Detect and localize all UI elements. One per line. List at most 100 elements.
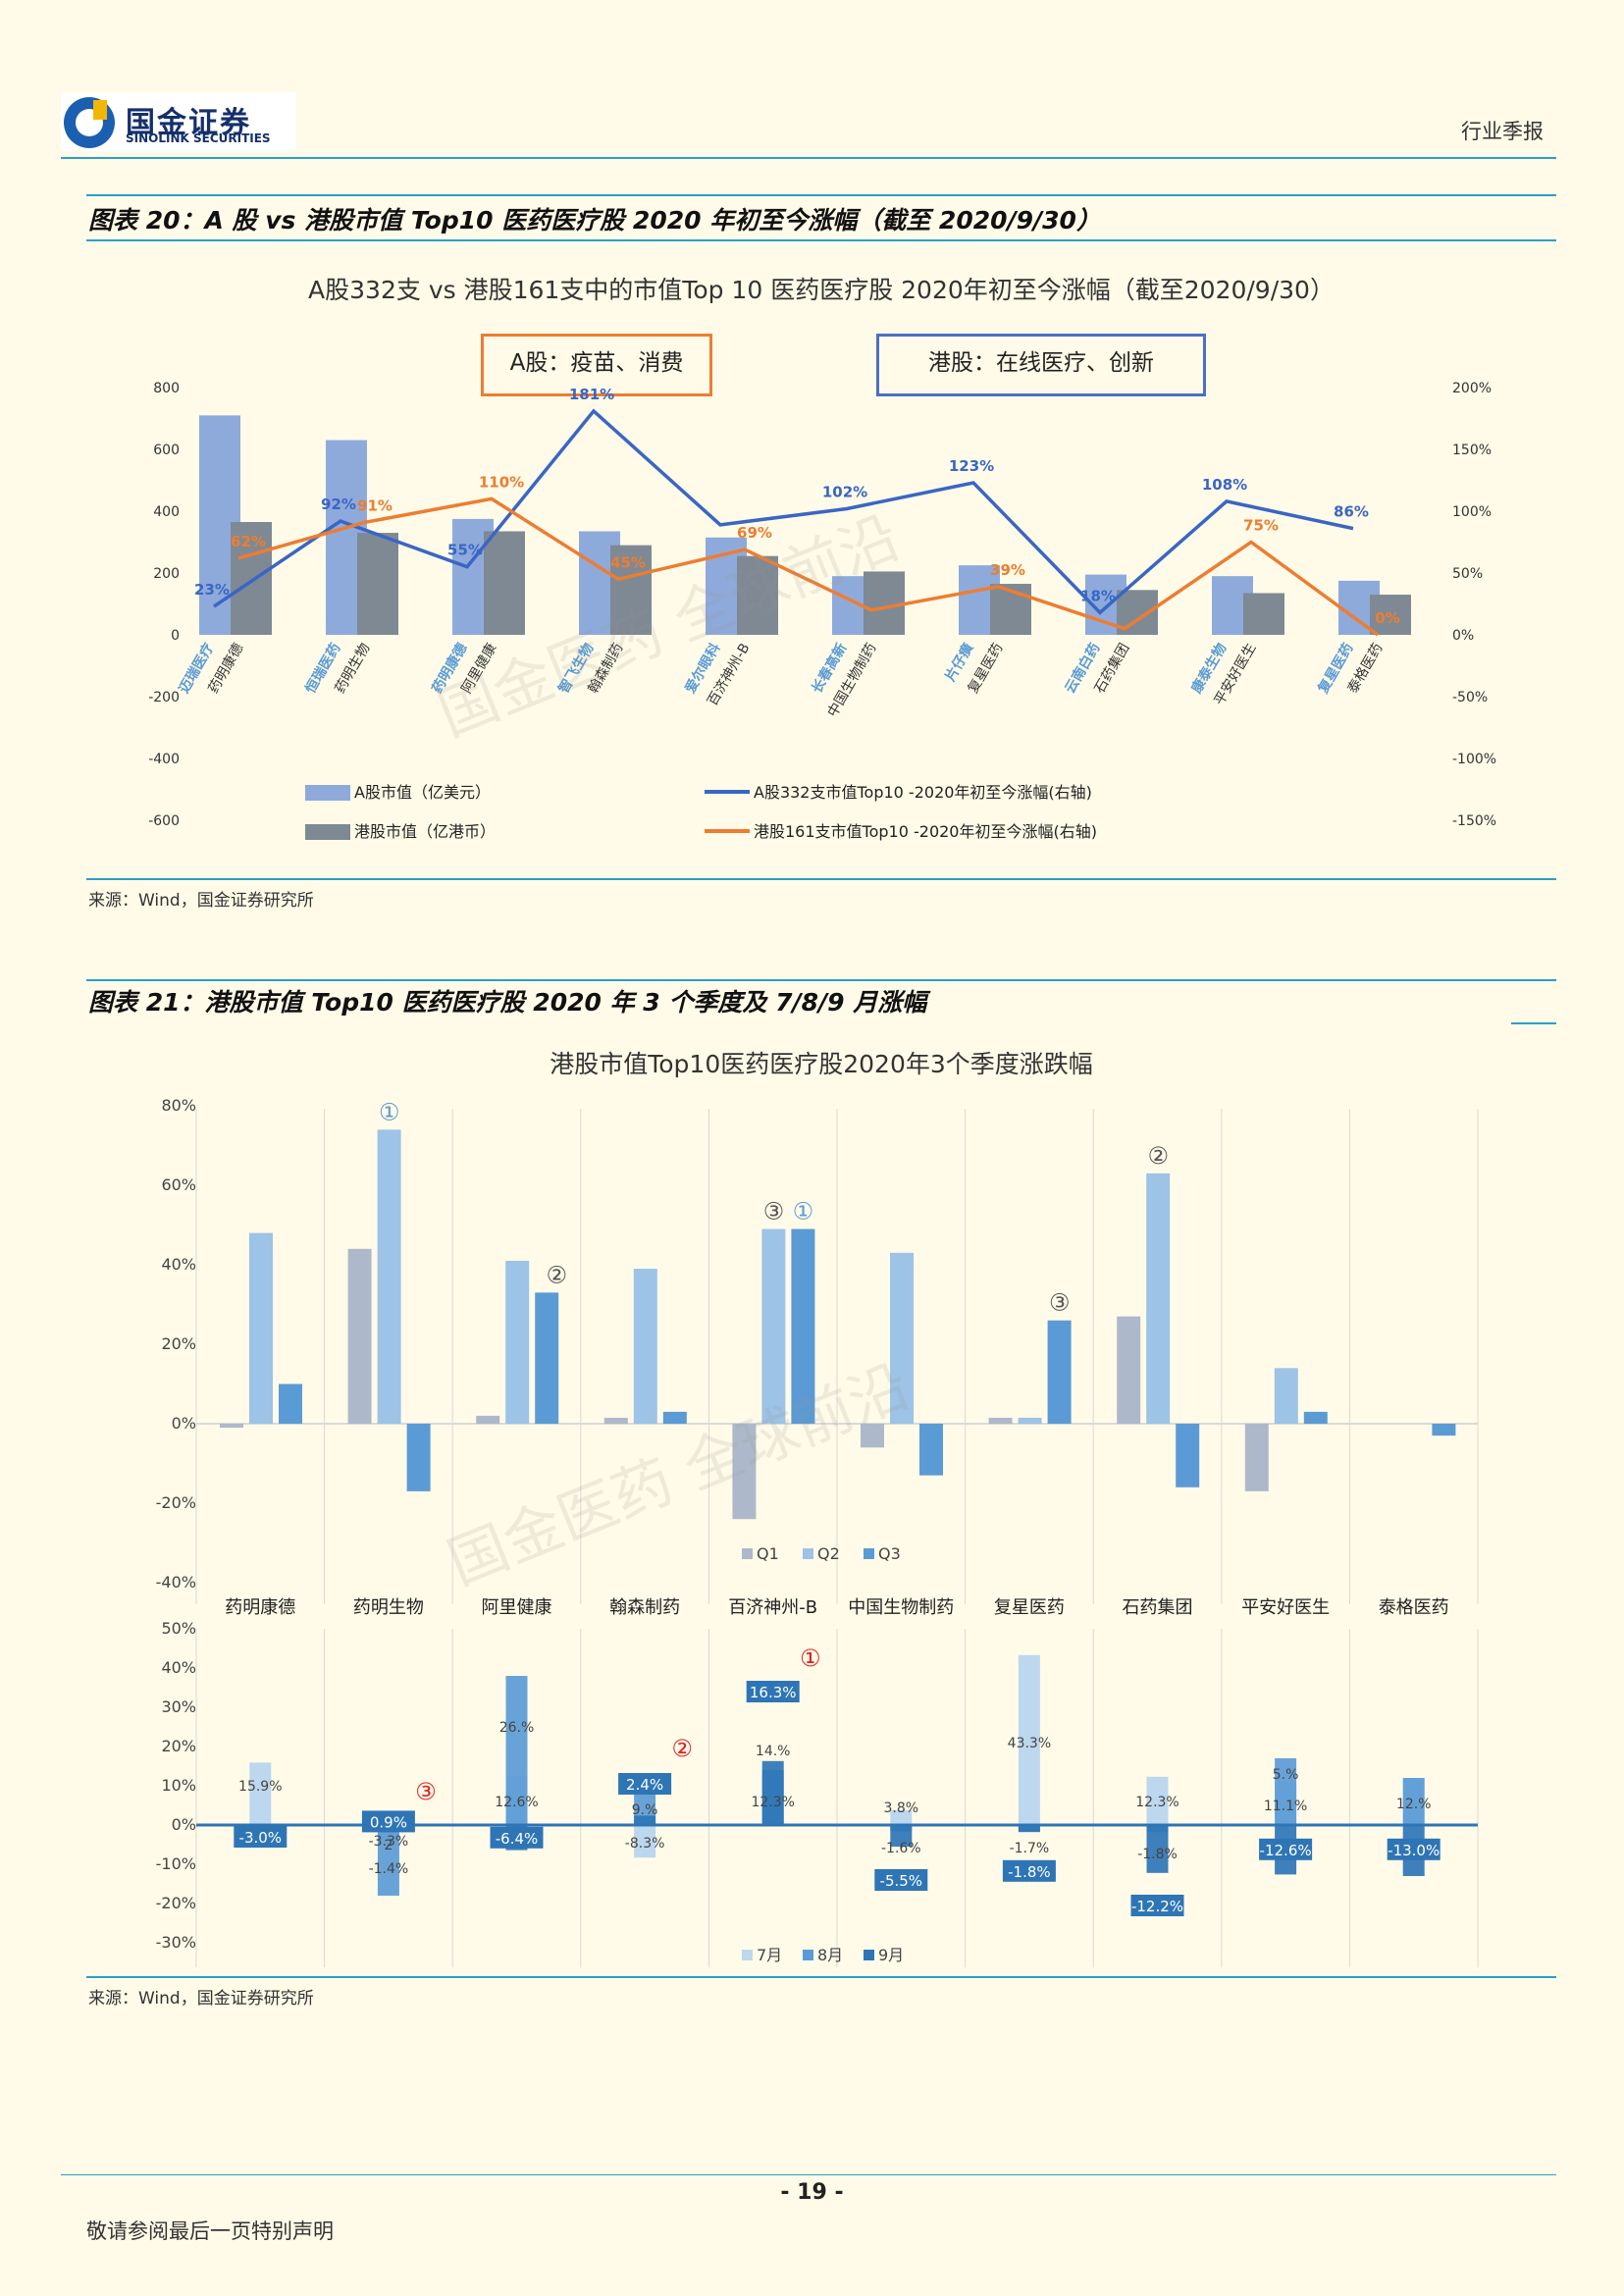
legend-swatch	[803, 1548, 813, 1559]
month-bar-9月	[1018, 1825, 1040, 1833]
value-label: 12.3%	[1135, 1795, 1179, 1810]
legend-swatch	[864, 1950, 874, 1960]
y-left-tick: 400	[153, 504, 180, 520]
value-label-box	[746, 1681, 800, 1702]
chart1-plot: 800 600 400 200 0 -200 -400 -600 200% 150% 100% 50%…	[148, 381, 1496, 841]
hk-bar	[864, 571, 905, 635]
quarter-bar-Q3	[919, 1424, 943, 1476]
value-label: -1.8%	[1008, 1863, 1051, 1881]
value-label: 3.8%	[884, 1800, 919, 1816]
y-tick: -10%	[156, 1854, 196, 1873]
hk-bar	[357, 533, 398, 635]
a-share-ytd-label: 181%	[569, 386, 614, 403]
hk-ytd-label: 62%	[231, 533, 266, 550]
month-bar-7月	[634, 1825, 656, 1858]
legend-label: 8月	[817, 1946, 843, 1964]
a-share-ytd-label: 102%	[822, 483, 867, 500]
a-share-ytd-label: 86%	[1334, 503, 1369, 521]
highlight-marker: ③	[1049, 1289, 1071, 1317]
hk-ytd-label: 91%	[357, 496, 393, 514]
highlight-marker: ②	[671, 1735, 693, 1762]
category-label: 中国生物制药	[848, 1597, 954, 1618]
y-left-tick: -400	[148, 752, 180, 767]
hk-bar	[737, 555, 778, 635]
y-left-tick: 0	[171, 628, 180, 644]
month-bar-8月	[1275, 1758, 1297, 1825]
value-label: -5.5%	[880, 1872, 923, 1890]
value-label: -1.6%	[881, 1841, 921, 1856]
quarter-bar-Q3	[662, 1411, 687, 1424]
hk-bar	[231, 522, 272, 635]
y-tick: 20%	[161, 1737, 196, 1755]
a-share-ytd-label: 92%	[321, 496, 356, 513]
a-share-ytd-label: 55%	[447, 542, 483, 559]
value-label: 2	[384, 1838, 393, 1853]
quarter-bar-Q3	[791, 1228, 815, 1424]
chart2-title: 港股市值Top10医药医疗股2020年3个季度涨跌幅	[550, 1050, 1093, 1078]
value-label: 11.1%	[1264, 1799, 1307, 1814]
value-label-box	[361, 1810, 415, 1833]
category-label: 平安好医生	[1241, 1597, 1330, 1618]
highlight-marker: ③	[763, 1198, 785, 1226]
month-bar-9月	[1146, 1825, 1169, 1873]
report-type: 行业季报	[1461, 120, 1544, 143]
value-label: 26.%	[499, 1720, 535, 1736]
chart3-plot: 50% 40% 30% 20% 10% 0% -10% -20% -30% 15.9% -3.0% 0…	[156, 1619, 1479, 1967]
y-tick: 50%	[161, 1619, 196, 1638]
quarter-bar-Q2	[249, 1232, 273, 1424]
month-bar-7月	[249, 1762, 272, 1825]
y-left-tick: 600	[153, 443, 180, 458]
figure20-caption-rule	[86, 239, 1556, 241]
value-label: 15.9%	[238, 1779, 282, 1795]
chart1-callout-a: A股：疫苗、消费	[481, 334, 712, 396]
quarter-bar-Q3	[1432, 1424, 1456, 1436]
quarter-bar-Q1	[347, 1248, 372, 1424]
legend-swatch	[305, 785, 350, 801]
legend-swatch	[742, 1548, 753, 1559]
hk-ytd-label: 45%	[610, 553, 646, 571]
page-number: - 19 -	[780, 2180, 844, 2205]
value-label: 43.3%	[1008, 1736, 1051, 1751]
y-left-tick: 200	[153, 566, 180, 582]
value-label: 5.%	[1273, 1767, 1299, 1783]
quarter-bar-Q1	[1244, 1424, 1269, 1491]
y-tick: 40%	[161, 1658, 196, 1677]
value-label: 14.%	[756, 1744, 791, 1759]
value-label: -6.4%	[496, 1830, 539, 1848]
value-label: -1.4%	[369, 1861, 409, 1877]
quarter-bar-Q1	[1117, 1316, 1141, 1424]
value-label-box	[874, 1869, 928, 1891]
month-bar-7月	[1146, 1776, 1169, 1825]
quarter-bar-Q2	[377, 1129, 401, 1424]
quarter-bar-Q1	[861, 1424, 884, 1448]
category-label: 百济神州-B	[728, 1597, 817, 1618]
a-share-ytd-label: 108%	[1202, 476, 1247, 494]
y-left-tick: -200	[148, 690, 180, 705]
hk-ytd-label: 0%	[1375, 609, 1399, 627]
y-right-tick: 100%	[1452, 504, 1492, 520]
quarter-bar-Q2	[505, 1260, 530, 1424]
legend-label: Q3	[878, 1544, 901, 1563]
chart2-plot: 80% 60% 40% 20% 0% -20% -40% 药明康德 药明生物 阿里健康 翰森制药 百济…	[156, 1096, 1479, 1618]
highlight-marker: ③	[415, 1778, 437, 1805]
month-bar-9月	[761, 1760, 784, 1825]
category-label: 石药集团	[1123, 1597, 1193, 1618]
quarter-bar-Q3	[406, 1424, 431, 1491]
footer-disclaimer: 敬请参阅最后一页特别声明	[86, 2219, 334, 2243]
value-label: -3.3%	[369, 1834, 409, 1850]
value-label: -8.3%	[625, 1836, 665, 1852]
value-label-box	[490, 1826, 544, 1849]
value-label-box	[1387, 1838, 1441, 1860]
y-right-tick: -50%	[1452, 690, 1488, 705]
company-name-en: SINOLINK SECURITIES	[126, 131, 271, 145]
legend-label: 7月	[757, 1946, 782, 1964]
a-share-ytd-label: 123%	[949, 457, 994, 475]
legend-label: Q1	[757, 1544, 779, 1563]
quarter-bar-Q2	[1274, 1368, 1298, 1424]
quarter-bar-Q3	[535, 1292, 559, 1424]
a-share-ytd-line	[213, 408, 1354, 615]
highlight-marker: ①	[379, 1098, 400, 1125]
y-tick: 10%	[161, 1776, 196, 1795]
hk-ytd-label: 39%	[990, 561, 1025, 579]
value-label: 12.3%	[751, 1795, 794, 1810]
